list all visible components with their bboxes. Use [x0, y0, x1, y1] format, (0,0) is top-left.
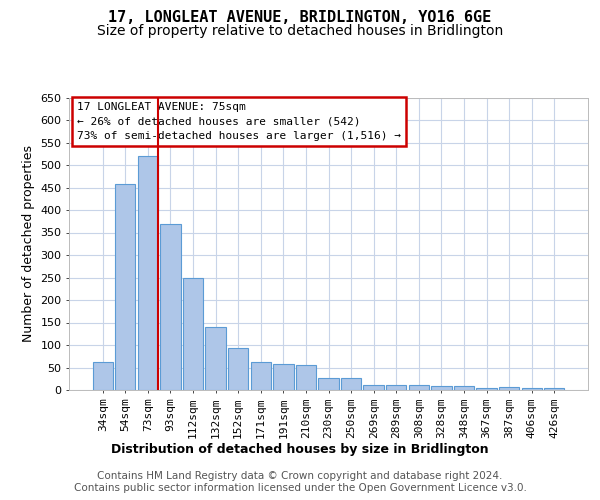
Bar: [454, 386, 474, 390]
Bar: [386, 384, 406, 390]
Text: 17, LONGLEAT AVENUE, BRIDLINGTON, YO16 6GE: 17, LONGLEAT AVENUE, BRIDLINGTON, YO16 6…: [109, 10, 491, 25]
Text: Size of property relative to detached houses in Bridlington: Size of property relative to detached ho…: [97, 24, 503, 38]
Bar: [319, 378, 338, 390]
Bar: [228, 348, 248, 390]
Text: Contains public sector information licensed under the Open Government Licence v3: Contains public sector information licen…: [74, 483, 526, 493]
Y-axis label: Number of detached properties: Number of detached properties: [22, 145, 35, 342]
Bar: [183, 278, 203, 390]
Bar: [341, 378, 361, 390]
Bar: [115, 184, 136, 390]
Bar: [431, 386, 452, 390]
Bar: [544, 388, 565, 390]
Bar: [92, 362, 113, 390]
Bar: [205, 327, 226, 390]
Bar: [476, 388, 497, 390]
Bar: [273, 364, 293, 390]
Bar: [521, 388, 542, 390]
Bar: [499, 387, 519, 390]
Bar: [251, 362, 271, 390]
Text: 17 LONGLEAT AVENUE: 75sqm
← 26% of detached houses are smaller (542)
73% of semi: 17 LONGLEAT AVENUE: 75sqm ← 26% of detac…: [77, 102, 401, 142]
Text: Distribution of detached houses by size in Bridlington: Distribution of detached houses by size …: [111, 442, 489, 456]
Bar: [364, 384, 384, 390]
Bar: [409, 384, 429, 390]
Bar: [296, 365, 316, 390]
Text: Contains HM Land Registry data © Crown copyright and database right 2024.: Contains HM Land Registry data © Crown c…: [97, 471, 503, 481]
Bar: [138, 156, 158, 390]
Bar: [160, 224, 181, 390]
